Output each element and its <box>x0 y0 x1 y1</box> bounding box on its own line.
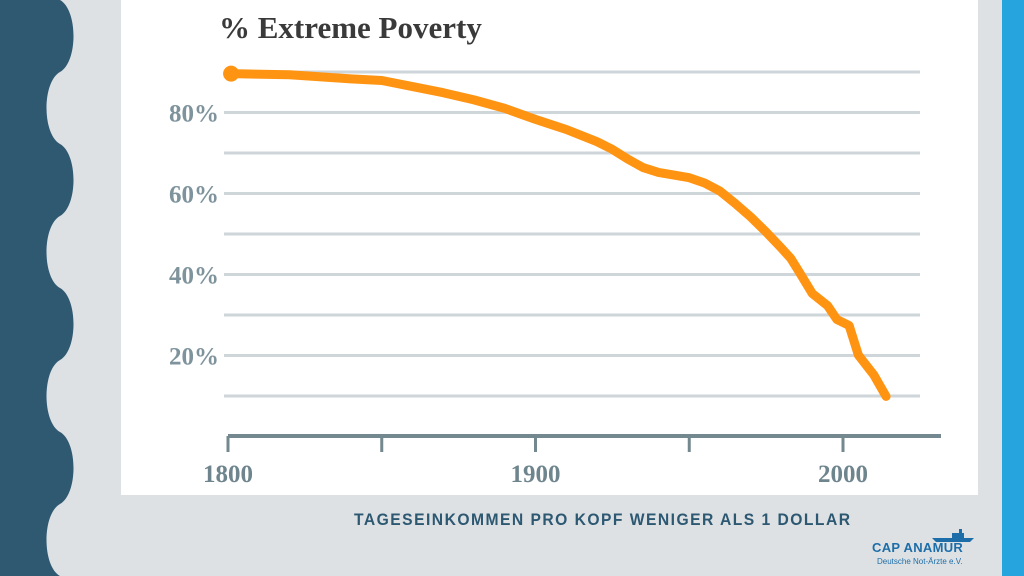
ship-cabin <box>952 533 964 538</box>
chart-card: 20% 40% 60% 80% 1800 1900 2000 % Extreme Pover… <box>121 0 978 495</box>
logo-name: CAP ANAMUR <box>872 540 964 555</box>
cap-anamur-logo: CAP ANAMUR Deutsche Not-Ärzte e.V. <box>872 529 984 571</box>
ship-icon <box>932 529 974 542</box>
series-line <box>226 69 891 401</box>
left-wave-shape <box>0 0 74 576</box>
ship-funnel <box>959 529 962 533</box>
series-start-point <box>223 65 240 82</box>
chart-title: % Extreme Poverty <box>219 10 482 45</box>
y-tick-label: 80% <box>169 101 219 128</box>
right-accent-bar <box>1002 0 1024 576</box>
ship-hull <box>932 538 974 542</box>
slide-caption: TAGESEINKOMMEN PRO KOPF WENIGER ALS 1 DO… <box>354 510 852 529</box>
left-wave-decoration <box>0 0 74 576</box>
x-tick-label: 1900 <box>511 461 561 488</box>
y-tick-label: 20% <box>169 344 219 371</box>
poverty-chart: 20% 40% 60% 80% 1800 1900 2000 <box>169 65 941 488</box>
y-tick-label: 60% <box>169 182 219 209</box>
x-tick-label: 2000 <box>818 461 868 488</box>
x-tick-label: 1800 <box>203 461 253 488</box>
logo-subtitle: Deutsche Not-Ärzte e.V. <box>877 557 963 566</box>
y-tick-label: 40% <box>169 263 219 290</box>
